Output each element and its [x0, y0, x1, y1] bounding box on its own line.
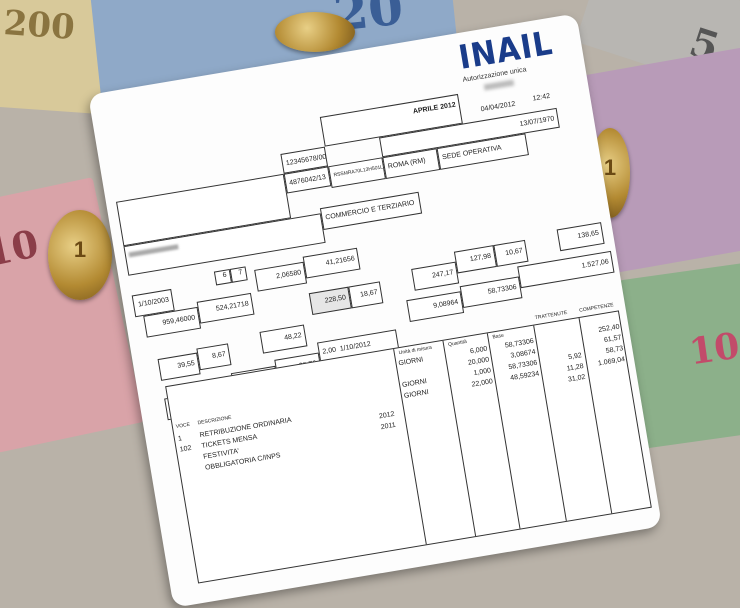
- coin: [275, 12, 355, 52]
- header-base: Base: [492, 332, 505, 341]
- row-unit: GIORNI: [398, 356, 424, 368]
- rol-residuo: 48,22: [259, 324, 308, 354]
- coin: 1: [48, 210, 112, 300]
- row-code: 1: [177, 435, 183, 443]
- header-qty: Quantità: [447, 338, 468, 348]
- row-unit: GIORNI: [403, 388, 430, 400]
- row-deduction: [540, 341, 579, 348]
- print-time: 12:42: [532, 92, 551, 103]
- row-unit: GIORNI: [401, 378, 428, 390]
- level-field: 7: [229, 266, 248, 283]
- header-unit: Unità di misura: [398, 344, 433, 357]
- row-year: 2012: [378, 410, 396, 421]
- third-element-field: 2,06580: [254, 261, 308, 292]
- row-deduction: 31,02: [567, 373, 586, 384]
- permessi-res-prec: 127,98: [453, 245, 497, 274]
- redacted-number: [483, 79, 515, 91]
- header-description: DESCRIZIONE: [197, 414, 232, 427]
- ferie-res-prec: 228,50: [308, 286, 352, 315]
- daily-pay-field: 58,73306: [459, 276, 523, 308]
- header-deductions: TRATTENUTE: [534, 309, 568, 322]
- header-earnings: COMPETENZE: [578, 302, 615, 314]
- fiscal-code-field: RSSMRA70L13H501L: [328, 157, 386, 189]
- monthly-pay-field: 1.527,06: [517, 250, 615, 289]
- contingency-field: 524,21718: [196, 292, 255, 324]
- row-earning: 1.069,04: [597, 356, 626, 368]
- rol-res-prec: 39,55: [157, 352, 201, 381]
- hourly-pay-field: 9,08964: [406, 291, 465, 322]
- permessi-maturato: 10,67: [493, 239, 529, 267]
- ferie-residuo: 247,17: [411, 261, 460, 291]
- rol-maturato: 8,67: [196, 343, 232, 371]
- row-code: 102: [179, 444, 192, 454]
- contract-field: COMMERCIO E TERZIARIO: [319, 191, 423, 230]
- row-base: 48,59234: [509, 370, 540, 383]
- row-year: 2011: [380, 421, 397, 432]
- header-code: VOCE: [175, 421, 191, 430]
- print-date: 04/04/2012: [480, 100, 516, 114]
- hourly-amount-field: 41,21656: [302, 247, 361, 279]
- permessi-residuo: 138,65: [556, 222, 605, 252]
- payslip-document: INAIL Autorizzazione unica APRILE 2012 0…: [88, 13, 663, 608]
- row-qty: 22,000: [471, 378, 494, 389]
- ferie-maturato: 18,67: [348, 281, 384, 309]
- items-table: Unità di misura Quantità Base TRATTENUTE…: [165, 302, 652, 584]
- row-deduction: [538, 330, 577, 337]
